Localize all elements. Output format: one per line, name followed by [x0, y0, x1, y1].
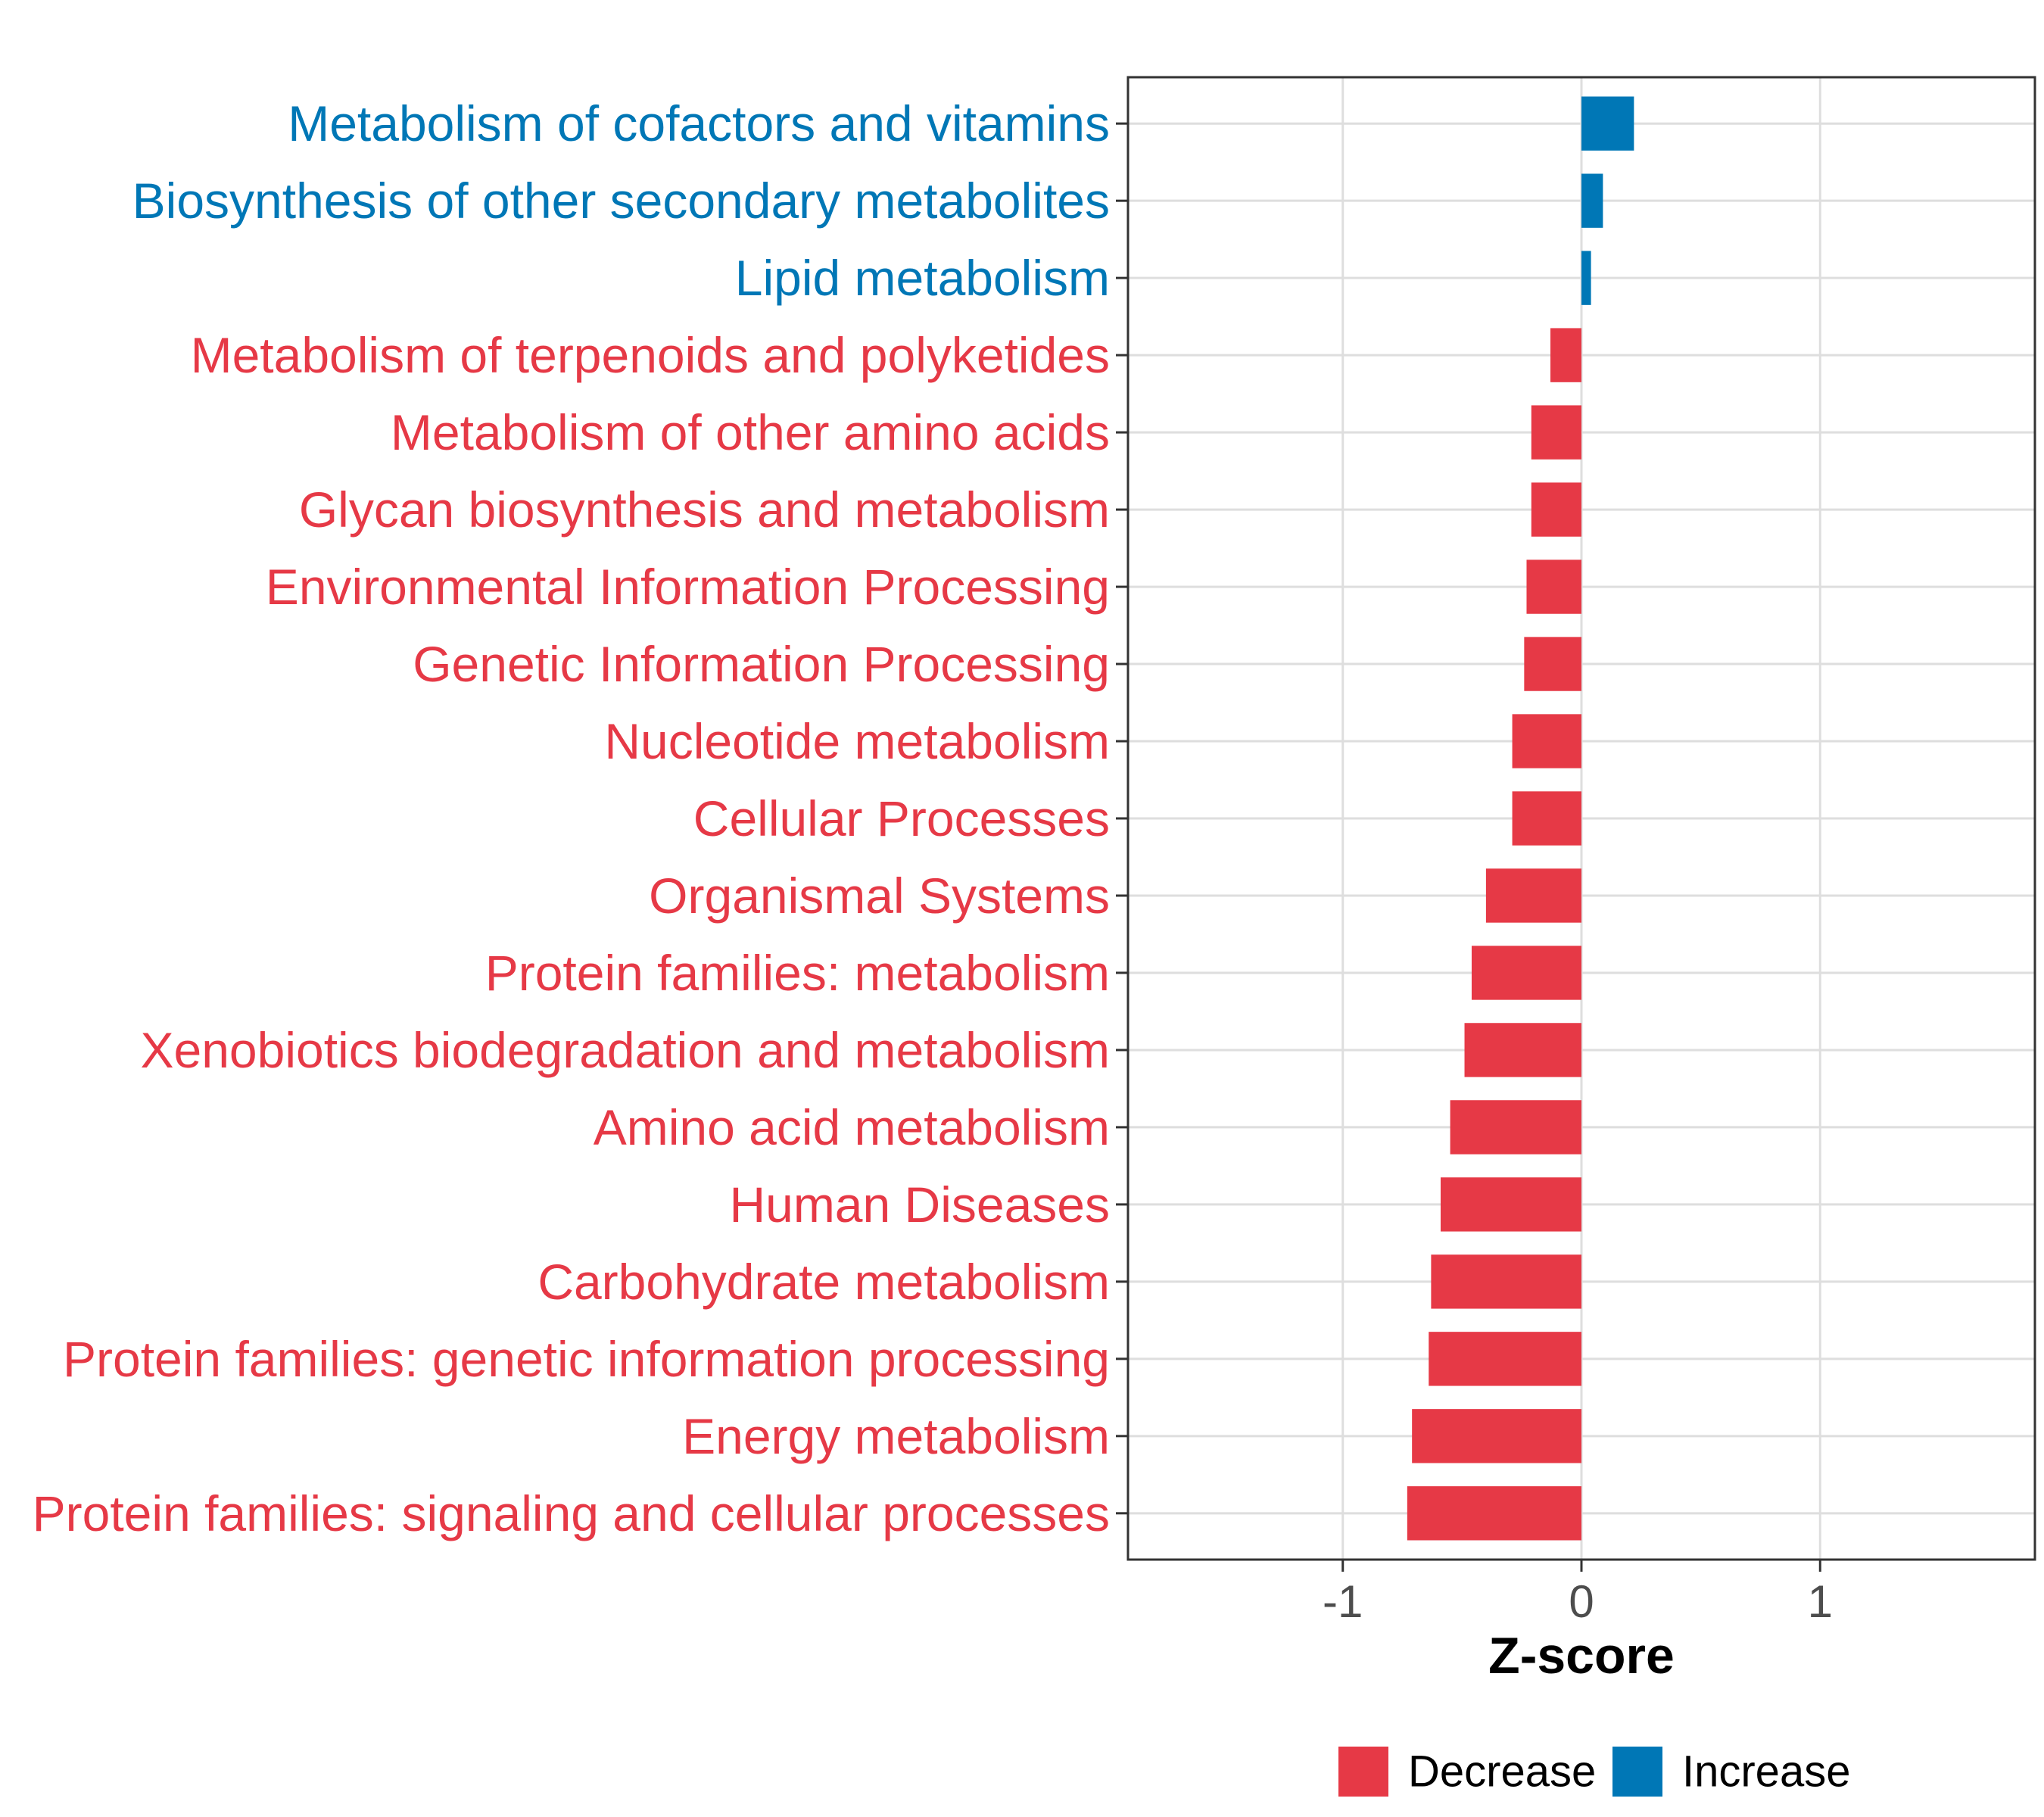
category-label: Protein families: metabolism: [485, 945, 1110, 1001]
bar: [1440, 1177, 1581, 1232]
category-label: Human Diseases: [729, 1177, 1110, 1233]
category-label: Xenobiotics biodegradation and metabolis…: [141, 1022, 1111, 1078]
category-label: Cellular Processes: [693, 790, 1110, 846]
bar: [1485, 868, 1581, 923]
category-label: Metabolism of cofactors and vitamins: [288, 95, 1110, 151]
x-axis-title: Z-score: [1488, 1627, 1675, 1685]
bars: [1407, 96, 1634, 1541]
bar: [1581, 96, 1634, 151]
legend: Decrease Increase: [1338, 1747, 1850, 1797]
bar: [1531, 482, 1581, 537]
legend-label: Increase: [1682, 1747, 1850, 1797]
bar: [1412, 1409, 1581, 1463]
bar: [1431, 1254, 1581, 1309]
bar: [1429, 1332, 1581, 1386]
category-label: Organismal Systems: [649, 868, 1110, 924]
bar: [1531, 405, 1581, 460]
bar: [1464, 1023, 1581, 1077]
bar: [1512, 791, 1581, 846]
x-tick-label: 0: [1569, 1576, 1594, 1627]
bar: [1581, 251, 1591, 305]
category-labels: Metabolism of cofactors and vitamins Bios…: [33, 95, 1128, 1541]
legend-key: [1338, 1747, 1388, 1797]
bar: [1524, 637, 1581, 691]
category-label: Genetic Information Processing: [413, 636, 1110, 692]
bar: [1550, 328, 1581, 382]
category-label: Protein families: signaling and cellular…: [33, 1485, 1110, 1541]
bar: [1512, 714, 1581, 768]
category-label: Metabolism of terpenoids and polyketides: [191, 327, 1110, 383]
category-label: Environmental Information Processing: [266, 559, 1110, 615]
x-tick-label: 1: [1808, 1576, 1833, 1627]
category-label: Amino acid metabolism: [594, 1099, 1110, 1155]
category-label: Energy metabolism: [682, 1408, 1110, 1464]
bar: [1581, 173, 1603, 228]
category-label: Lipid metabolism: [735, 250, 1110, 306]
legend-key: [1612, 1747, 1662, 1797]
bar: [1526, 559, 1581, 614]
legend-label: Decrease: [1408, 1747, 1596, 1797]
category-label: Metabolism of other amino acids: [391, 404, 1110, 460]
x-tick-label: -1: [1323, 1576, 1363, 1627]
bar: [1407, 1486, 1581, 1541]
category-label: Protein families: genetic information pr…: [63, 1331, 1110, 1387]
category-label: Biosynthesis of other secondary metaboli…: [132, 173, 1110, 229]
x-axis-ticks: -1 0 1: [1323, 1560, 1833, 1627]
bar: [1450, 1100, 1581, 1155]
bar: [1471, 946, 1581, 1000]
category-label: Carbohydrate metabolism: [537, 1254, 1110, 1310]
category-label: Glycan biosynthesis and metabolism: [299, 482, 1110, 538]
category-label: Nucleotide metabolism: [604, 713, 1110, 769]
